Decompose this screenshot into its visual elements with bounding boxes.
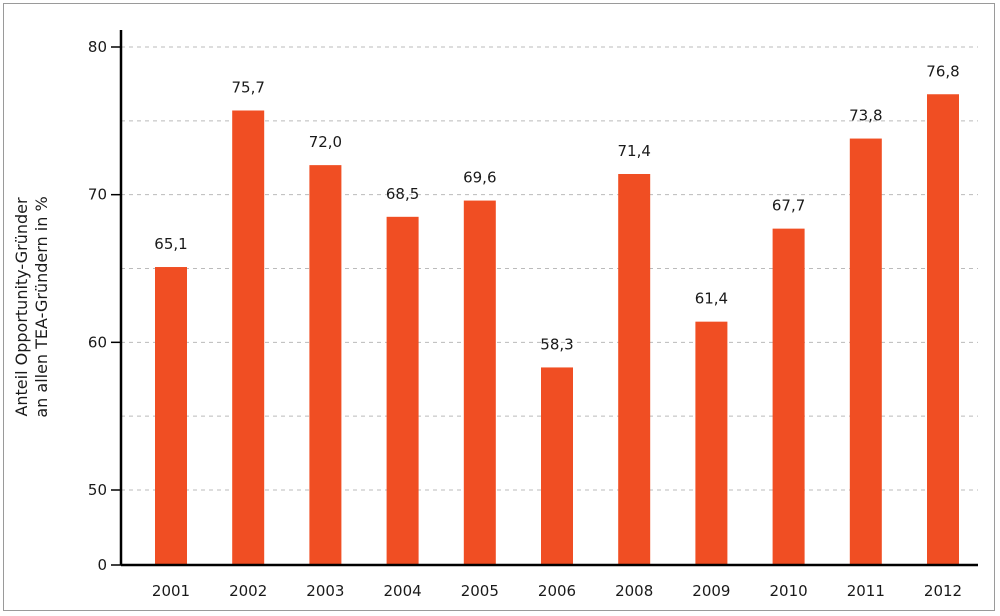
x-tick-label: 2005 xyxy=(461,582,499,600)
y-tick-label: 60 xyxy=(88,333,107,351)
y-tick-label: 70 xyxy=(88,186,107,204)
bar xyxy=(309,165,342,565)
x-tick-label: 2009 xyxy=(692,582,730,600)
y-tick-label: 50 xyxy=(88,481,107,499)
y-tick-label: 0 xyxy=(97,556,107,574)
x-tick-label: 2008 xyxy=(615,582,653,600)
y-axis-title-line: Anteil Opportunity-Gründer xyxy=(12,197,31,417)
bar xyxy=(386,216,419,566)
x-tick-label: 2004 xyxy=(384,582,422,600)
data-label: 73,8 xyxy=(849,107,882,125)
data-label: 75,7 xyxy=(231,78,264,96)
bar xyxy=(618,173,651,565)
bar xyxy=(927,94,959,566)
y-tick-label: 80 xyxy=(88,38,107,56)
gridlines xyxy=(121,46,978,491)
data-label: 69,6 xyxy=(463,169,496,187)
x-tick-label: 2012 xyxy=(924,582,962,600)
data-label: 76,8 xyxy=(926,62,959,80)
data-label: 71,4 xyxy=(617,142,650,160)
bars xyxy=(155,94,959,566)
bar xyxy=(463,200,496,565)
bar xyxy=(849,138,882,565)
data-label: 65,1 xyxy=(154,235,187,253)
bar xyxy=(541,367,573,565)
x-tick-label: 2010 xyxy=(770,582,808,600)
data-label: 68,5 xyxy=(386,185,419,203)
data-label: 72,0 xyxy=(309,133,342,151)
x-axis: 2001 2002 2003 2004 2005 2006 2008 2009 2010 2011… xyxy=(121,563,978,600)
bar xyxy=(695,321,728,565)
y-axis-title-line: an allen TEA-Gründern in % xyxy=(32,196,51,417)
x-tick-label: 2001 xyxy=(152,582,190,600)
data-label: 67,7 xyxy=(772,197,805,215)
x-tick-label: 2011 xyxy=(847,582,885,600)
x-tick-label: 2003 xyxy=(306,582,344,600)
x-tick-label: 2002 xyxy=(229,582,267,600)
y-axis: 80 70 60 50 0 xyxy=(88,30,123,574)
bar xyxy=(155,267,187,565)
data-label: 61,4 xyxy=(695,290,728,308)
bar xyxy=(232,110,265,565)
bar xyxy=(772,228,805,565)
y-axis-title-group: Anteil Opportunity-Gründer an allen TEA-G… xyxy=(12,196,51,417)
y-axis-title: Anteil Opportunity-Gründer an allen TEA-G… xyxy=(12,196,51,417)
data-labels: 65,1 75,7 72,0 68,5 69,6 58,3 71,4 61,4 67,7 73,8… xyxy=(154,62,959,353)
x-tick-label: 2006 xyxy=(538,582,576,600)
data-label: 58,3 xyxy=(540,335,573,353)
